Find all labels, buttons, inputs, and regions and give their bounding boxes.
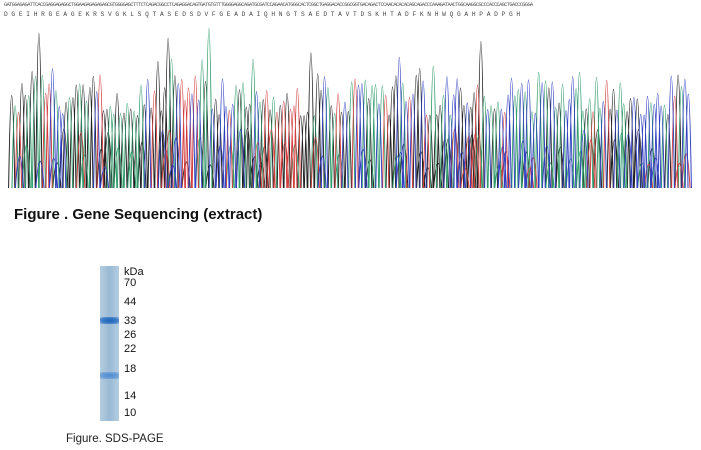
sds-page-caption: Figure. SDS-PAGE	[66, 433, 164, 445]
kda-unit-label: kDa	[124, 266, 144, 278]
trace-c	[14, 57, 692, 189]
marker-label-70: 70	[124, 277, 137, 289]
protein-band-18kda	[100, 372, 119, 379]
sds-page-lane	[100, 266, 119, 421]
marker-label-18: 18	[124, 363, 137, 375]
amino-acid-sequence: D G E I H R G E A G E K R S V G K L S Q …	[4, 11, 521, 18]
sequencing-chromatogram: GATGGAGAGATTCACCGAGGAGAGGCTGGAAGAGAGAGAG…	[0, 0, 701, 195]
marker-label-33: 33	[124, 315, 137, 327]
marker-label-44: 44	[124, 296, 137, 308]
marker-label-14: 14	[124, 390, 137, 402]
marker-label-10: 10	[124, 407, 137, 419]
trace-a	[11, 28, 686, 189]
protein-band-33kda	[100, 317, 119, 324]
marker-label-22: 22	[124, 343, 137, 355]
chromatogram-trace	[8, 28, 692, 189]
marker-label-26: 26	[124, 329, 137, 341]
sequencing-caption: Figure . Gene Sequencing (extract)	[14, 206, 263, 223]
nucleotide-sequence: GATGGAGAGATTCACCGAGGAGAGGCTGGAAGAGAGAGAG…	[4, 2, 533, 8]
